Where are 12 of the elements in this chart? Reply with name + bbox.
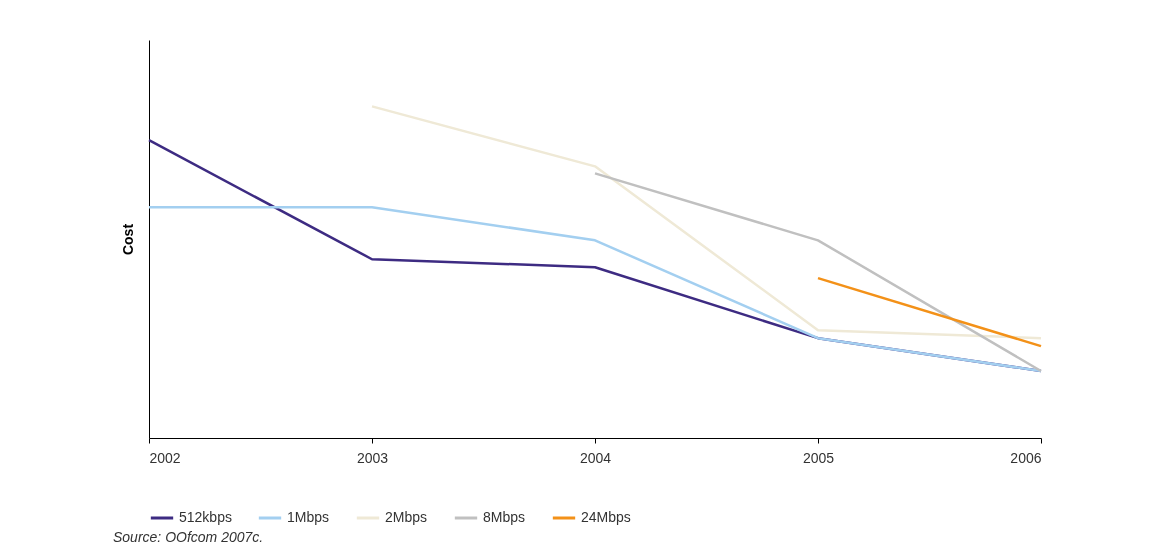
- x-tick-label: 2003: [356, 449, 389, 466]
- legend-label: 24Mbps: [581, 509, 631, 525]
- x-tick-label: 2002: [149, 449, 181, 466]
- source-note: Source: OOfcom 2007c.: [113, 529, 264, 545]
- legend-label: 2Mbps: [385, 509, 428, 525]
- legend-label: 512kbps: [179, 509, 232, 525]
- x-tick-label: 2006: [1010, 449, 1042, 466]
- legend-label: 1Mbps: [287, 509, 330, 525]
- y-axis-title: Cost: [119, 223, 136, 256]
- x-tick-label: 2005: [802, 449, 835, 466]
- x-tick-label: 2004: [579, 449, 612, 466]
- legend-label: 8Mbps: [483, 509, 526, 525]
